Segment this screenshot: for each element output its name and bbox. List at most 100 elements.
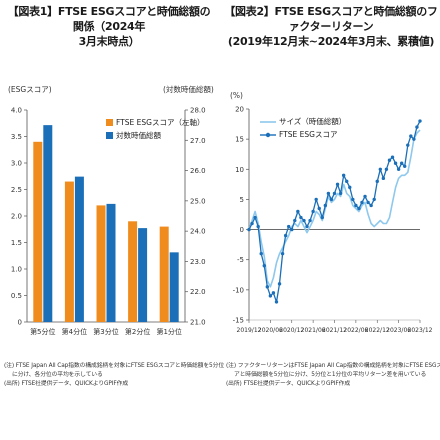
- chart2-x-tick-label: 2019/12: [237, 327, 262, 334]
- chart2-point-esg: [259, 251, 263, 256]
- chart1-title: 【図表1】FTSE ESGスコアと時価総額の関係（2024年 3月末時点）: [4, 4, 214, 49]
- chart2-point-esg: [396, 167, 401, 171]
- legend-swatch-orange: [106, 119, 113, 126]
- chart2-point-esg: [369, 203, 373, 208]
- chart2-point-esg: [357, 206, 361, 211]
- chart2-point-esg: [351, 197, 355, 202]
- legend-swatch-blue: [106, 132, 113, 139]
- chart1-left-tick-label: 3.0: [11, 160, 22, 168]
- chart1-category-label: 第1分位: [156, 327, 181, 336]
- chart1-bar-esg: [96, 205, 106, 322]
- chart2-y-tick-label: -5: [237, 256, 244, 264]
- chart2-note-1: (注) ファクターリターンはFTSE Japan All Cap指数の構成銘柄を…: [226, 363, 440, 369]
- chart2-y-tick-label: 20: [235, 106, 244, 114]
- chart2-point-esg: [262, 264, 266, 268]
- chart2-point-esg: [268, 294, 273, 298]
- chart2-point-esg: [381, 176, 386, 181]
- chart2-point-esg: [384, 167, 389, 171]
- chart2-point-esg: [280, 251, 285, 256]
- chart2-point-esg: [308, 218, 312, 223]
- chart2-point-esg: [256, 224, 260, 229]
- chart1-legend-mcap-label: 対数時価総額: [116, 131, 161, 140]
- chart2-point-esg: [409, 134, 413, 138]
- chart1-right-tick-label: 23.0: [190, 258, 206, 266]
- chart2-point-esg: [372, 197, 376, 202]
- chart1-bar-mcap: [138, 228, 148, 322]
- chart2-point-esg: [393, 161, 398, 165]
- chart2-title: 【図表2】FTSE ESGスコアと時価総額のファクターリターン (2019年12…: [224, 4, 438, 49]
- chart1-left-tick-label: 3.5: [11, 133, 22, 141]
- chart1-left-tick-label: 0: [18, 319, 22, 327]
- chart2-point-esg: [305, 224, 309, 229]
- chart2-point-esg: [311, 209, 315, 214]
- chart1-bar-mcap: [43, 125, 53, 323]
- chart2-point-esg: [290, 227, 294, 232]
- chart2-point-esg: [390, 155, 395, 159]
- chart2-point-esg: [253, 215, 257, 220]
- chart2-point-esg: [387, 158, 392, 162]
- chart2-x-tick-label: 2021/06: [301, 327, 326, 334]
- chart2-y-tick-label: 10: [235, 166, 244, 174]
- chart1-title-line2: 3月末時点）: [78, 35, 140, 48]
- chart1-category-label: 第3分位: [93, 327, 118, 336]
- chart1-bar-esg: [159, 226, 169, 322]
- chart2-y-tick-label: 0: [240, 226, 244, 234]
- chart2-point-esg: [366, 200, 370, 205]
- chart2-point-esg: [302, 218, 306, 223]
- chart1-left-tick-label: 0.5: [11, 292, 22, 300]
- chart1-left-tick-label: 2.0: [11, 213, 22, 221]
- chart2-point-esg: [363, 194, 367, 199]
- legend-line-blue-marker: [260, 132, 276, 137]
- chart1-title-line1: 【図表1】FTSE ESGスコアと時価総額の関係（2024年: [7, 5, 211, 33]
- chart1-notes: (注) FTSE Japan All Cap指数の構成銘柄を対象にFTSE ES…: [4, 362, 224, 389]
- chart2-point-esg: [314, 197, 318, 202]
- chart2-point-esg: [412, 137, 416, 141]
- chart1-left-tick-label: 1.0: [11, 266, 22, 274]
- chart2-point-esg: [406, 143, 410, 147]
- chart1-category-label: 第5分位: [30, 327, 55, 336]
- chart2-line-size: [248, 129, 421, 288]
- chart1-right-tick-label: 28.0: [190, 107, 206, 115]
- chart2-point-esg: [274, 300, 279, 304]
- chart2-point-esg: [265, 285, 270, 289]
- chart2-point-esg: [293, 218, 297, 223]
- chart2-note-3: (出所) FTSE社提供データ、QUICKよりGPIF作成: [226, 381, 351, 387]
- chart2-point-esg: [360, 200, 364, 205]
- chart1-legend-esg: FTSE ESGスコア（左軸）: [106, 117, 204, 128]
- chart2-title-line1: 【図表2】FTSE ESGスコアと時価総額のファクターリターン: [224, 5, 438, 33]
- chart1-left-tick-label: 4.0: [11, 107, 22, 115]
- chart2-point-esg: [286, 224, 291, 229]
- chart2-x-tick-label: 2021/12: [322, 327, 347, 334]
- chart1-category-label: 第2分位: [125, 327, 150, 336]
- chart2-point-esg: [341, 173, 346, 178]
- chart2-x-tick-label: 2023/12: [408, 327, 433, 334]
- chart2-x-tick-label: 2020/12: [279, 327, 304, 334]
- chart2-point-esg: [247, 227, 251, 232]
- chart2-legend-size-label: サイズ（時価総額）: [279, 117, 347, 126]
- chart2-point-esg: [296, 209, 300, 214]
- chart1-note-2: に分け、各分位の平均を示している: [12, 372, 103, 378]
- chart1-right-tick-label: 21.0: [190, 319, 206, 327]
- chart2-point-esg: [277, 282, 282, 286]
- chart2-point-esg: [326, 191, 331, 196]
- chart1-bar-mcap: [74, 176, 84, 322]
- chart2-notes: (注) ファクターリターンはFTSE Japan All Cap指数の構成銘柄を…: [226, 362, 440, 389]
- chart2-point-esg: [399, 161, 404, 165]
- chart2-point-esg: [271, 291, 276, 295]
- chart1-bar-esg: [64, 181, 74, 322]
- chart2-x-tick-label: 2022/06: [343, 327, 368, 334]
- chart2-point-esg: [345, 179, 349, 184]
- chart1-right-tick-label: 22.0: [190, 288, 206, 296]
- chart1-bar-esg: [33, 141, 43, 322]
- chart1-right-tick-label: 24.0: [190, 228, 206, 236]
- chart2-point-esg: [418, 119, 422, 123]
- chart2-point-esg: [320, 215, 324, 220]
- chart1-category-label: 第4分位: [62, 327, 87, 336]
- chart2-title-line2: (2019年12月末~2024年3月末、累積値): [227, 35, 435, 48]
- legend-line-lightblue: [260, 120, 276, 123]
- chart2-point-esg: [335, 182, 340, 187]
- chart2-point-esg: [348, 185, 352, 190]
- chart2-point-esg: [403, 164, 407, 168]
- chart2-point-esg: [354, 203, 358, 208]
